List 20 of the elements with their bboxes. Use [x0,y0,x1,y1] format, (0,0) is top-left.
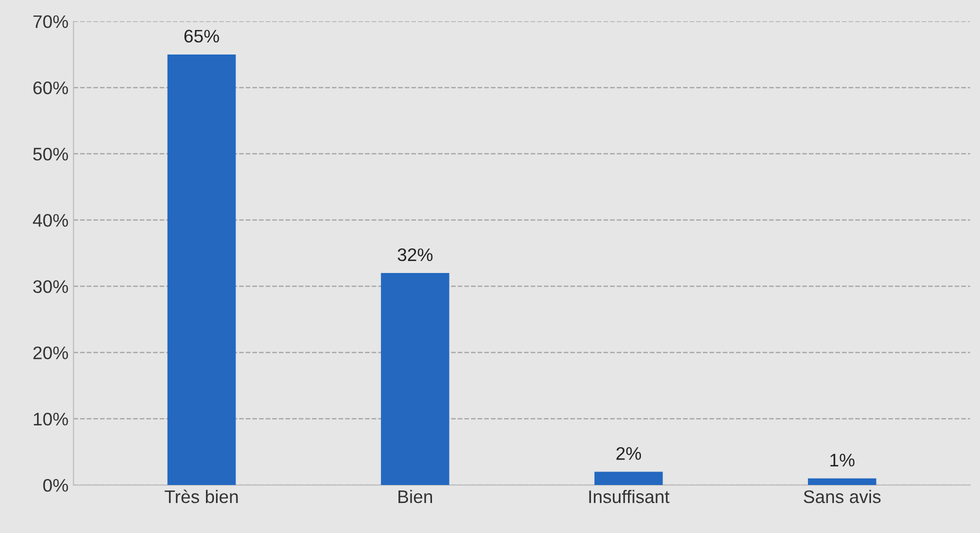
x-tick-label: Insuffisant [589,490,670,504]
y-tick-label: 20% [33,346,68,360]
y-tick-label: 0% [43,478,68,492]
x-tick-label: Sans avis [804,490,881,504]
y-tick-label: 50% [33,148,68,161]
bar [594,472,663,486]
data-label: 2% [616,447,642,460]
x-tick-label: Bien [398,490,432,504]
y-tick-label: 30% [33,280,68,294]
data-label: 1% [830,454,855,466]
bar [808,478,876,486]
data-label: 65% [184,30,220,43]
y-tick-label: 10% [34,412,68,426]
y-tick-label: 40% [32,214,68,227]
bar [380,273,450,486]
x-tick-label: Très bien [164,490,238,504]
data-label: 32% [398,248,433,262]
y-tick-label: 70% [33,15,68,28]
y-tick-label: 60% [33,82,68,94]
bar [167,54,236,486]
